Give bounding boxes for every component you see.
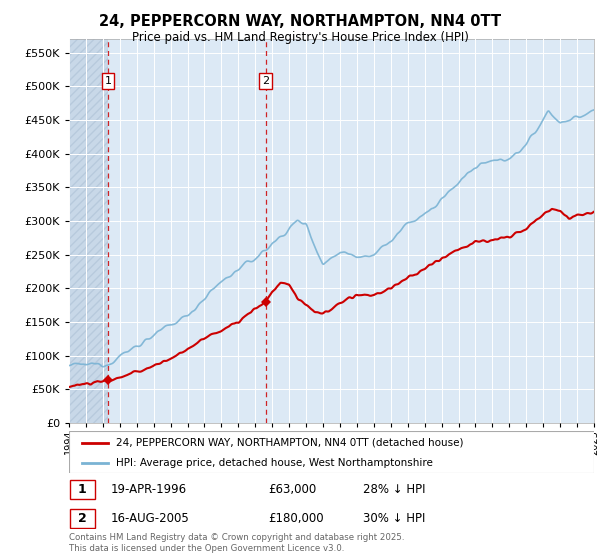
Text: £180,000: £180,000 [269, 512, 324, 525]
Text: 1: 1 [78, 483, 86, 496]
Text: 24, PEPPERCORN WAY, NORTHAMPTON, NN4 0TT: 24, PEPPERCORN WAY, NORTHAMPTON, NN4 0TT [99, 14, 501, 29]
Text: 16-AUG-2005: 16-AUG-2005 [111, 512, 190, 525]
Bar [69, 39, 108, 423]
Text: £63,000: £63,000 [269, 483, 317, 496]
Text: 24, PEPPERCORN WAY, NORTHAMPTON, NN4 0TT (detached house): 24, PEPPERCORN WAY, NORTHAMPTON, NN4 0TT… [116, 438, 464, 448]
FancyBboxPatch shape [70, 480, 95, 500]
Text: HPI: Average price, detached house, West Northamptonshire: HPI: Average price, detached house, West… [116, 458, 433, 468]
Text: 19-APR-1996: 19-APR-1996 [111, 483, 187, 496]
Text: 2: 2 [78, 512, 86, 525]
Bar [69, 39, 108, 423]
FancyBboxPatch shape [70, 508, 95, 528]
FancyBboxPatch shape [69, 431, 594, 473]
Text: 30% ↓ HPI: 30% ↓ HPI [363, 512, 425, 525]
Text: Price paid vs. HM Land Registry's House Price Index (HPI): Price paid vs. HM Land Registry's House … [131, 31, 469, 44]
Text: 2: 2 [262, 76, 269, 86]
Text: Contains HM Land Registry data © Crown copyright and database right 2025.
This d: Contains HM Land Registry data © Crown c… [69, 533, 404, 553]
Text: 1: 1 [104, 76, 112, 86]
Text: 28% ↓ HPI: 28% ↓ HPI [363, 483, 425, 496]
